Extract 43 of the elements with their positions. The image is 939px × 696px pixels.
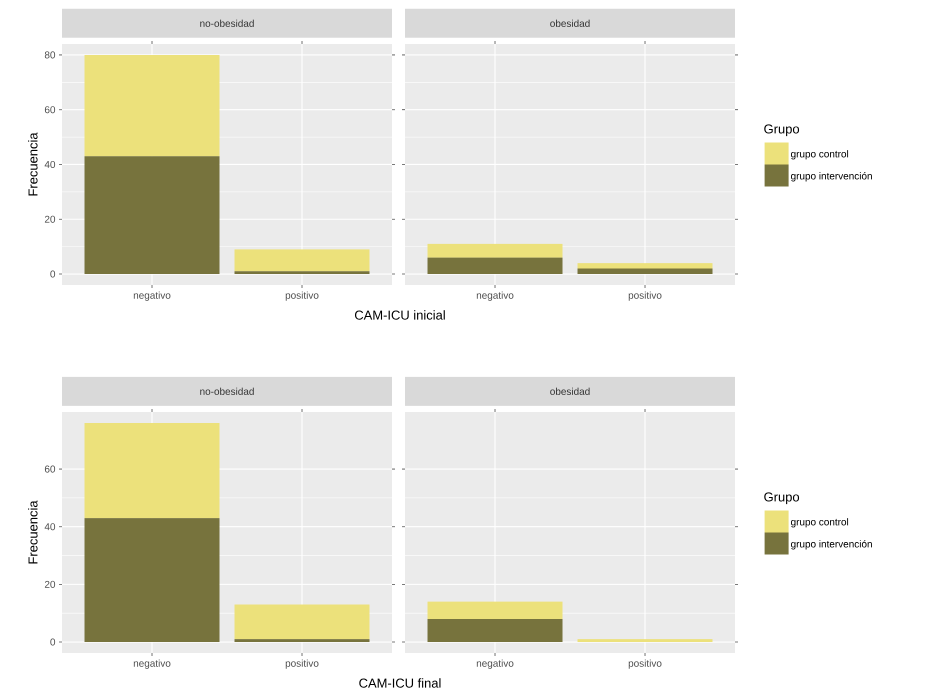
- bar: [234, 249, 370, 272]
- y-tick-label: 80: [44, 51, 56, 58]
- y-axis-title: Frecuencia: [28, 500, 38, 564]
- x-tick-label: negativo: [134, 660, 170, 669]
- bar: [578, 263, 713, 269]
- bar: [234, 271, 370, 274]
- legend-label: grupo intervención: [791, 540, 872, 550]
- x-tick-label: positivo: [628, 660, 662, 669]
- y-tick-label: 20: [44, 580, 56, 588]
- bar: [84, 422, 220, 518]
- bar: [84, 156, 220, 274]
- legend-label: grupo intervención: [791, 172, 872, 182]
- bar: [234, 639, 370, 642]
- y-tick-label: 20: [44, 216, 56, 223]
- chart-title: no-obesidad: [200, 20, 254, 27]
- bar: [84, 518, 220, 642]
- bar: [234, 604, 370, 640]
- y-tick-label: 0: [50, 638, 56, 646]
- y-tick-label: 40: [44, 160, 56, 168]
- y-tick-label: 40: [44, 523, 56, 530]
- bar: [578, 268, 713, 274]
- legend-label: grupo control: [791, 518, 848, 528]
- x-axis-title: CAM-ICU inicial: [354, 310, 445, 320]
- x-tick-label: positivo: [286, 660, 318, 669]
- chart-title: obesidad: [550, 388, 590, 395]
- y-tick-label: 60: [44, 466, 56, 473]
- chart-title: obesidad: [550, 20, 590, 27]
- y-axis-title: Frecuencia: [28, 132, 38, 196]
- x-tick-label: positivo: [628, 292, 662, 301]
- x-tick-label: negativo: [476, 292, 514, 301]
- x-axis-title: CAM-ICU final: [359, 678, 441, 688]
- y-tick-label: 60: [44, 106, 56, 114]
- y-tick-label: 0: [50, 270, 56, 278]
- x-tick-label: positivo: [286, 292, 318, 301]
- bar: [428, 244, 563, 258]
- x-tick-label: negativo: [134, 292, 170, 301]
- x-tick-label: negativo: [476, 660, 514, 669]
- legend-label: grupo control: [791, 150, 848, 160]
- bar: [84, 54, 220, 156]
- legend-title: Grupo: [764, 124, 800, 136]
- bar: [428, 258, 563, 274]
- legend-title: Grupo: [764, 492, 800, 504]
- chart-title: no-obesidad: [200, 388, 254, 395]
